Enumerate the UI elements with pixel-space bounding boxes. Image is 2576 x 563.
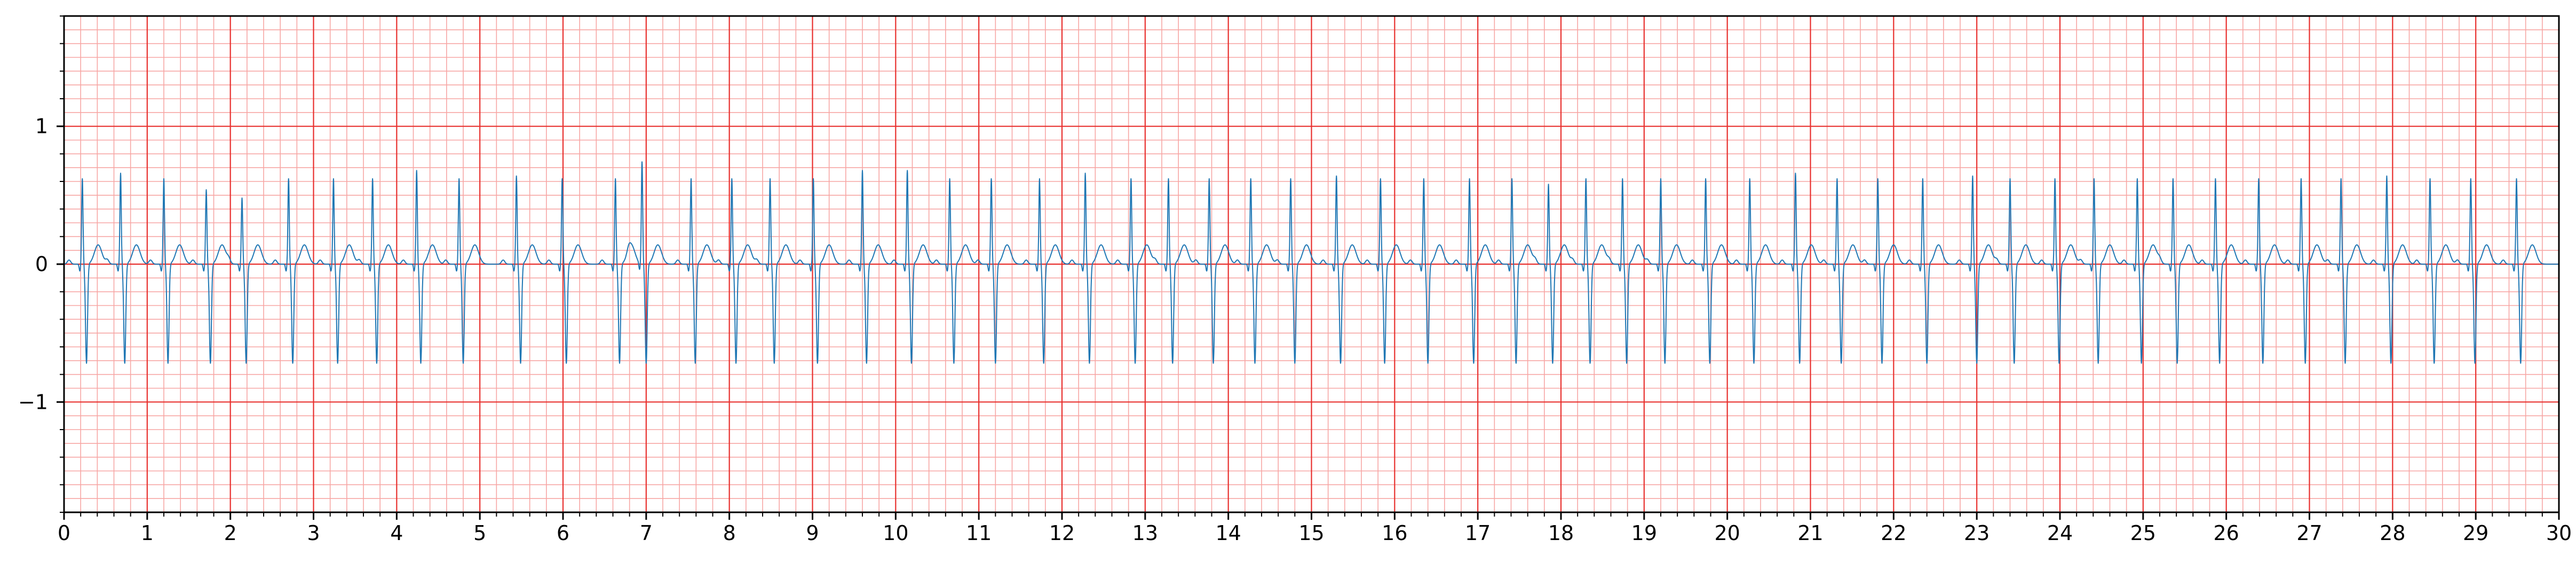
- x-tick-label: 4: [390, 521, 403, 545]
- x-tick-label: 30: [2546, 521, 2572, 545]
- x-tick-label: 6: [557, 521, 569, 545]
- x-tick-label: 24: [2047, 521, 2073, 545]
- x-tick-label: 3: [307, 521, 320, 545]
- x-tick-label: 8: [723, 521, 736, 545]
- x-tick-label: 9: [806, 521, 819, 545]
- x-tick-label: 27: [2296, 521, 2322, 545]
- y-axis-ticks: −1 0 1: [18, 15, 64, 513]
- x-tick-label: 2: [224, 521, 237, 545]
- x-tick-label: 19: [1631, 521, 1657, 545]
- x-tick-label: 23: [1964, 521, 1990, 545]
- x-tick-label: 1: [141, 521, 154, 545]
- x-tick-label: 17: [1465, 521, 1491, 545]
- x-tick-label: 14: [1215, 521, 1241, 545]
- x-tick-label: 20: [1714, 521, 1740, 545]
- x-tick-label: 22: [1881, 521, 1906, 545]
- ecg-trace: [64, 161, 2559, 364]
- y-tick-label: 1: [35, 115, 48, 138]
- x-tick-label: 26: [2213, 521, 2239, 545]
- y-tick-label: −1: [18, 390, 48, 414]
- x-tick-label: 21: [1797, 521, 1823, 545]
- major-grid: [63, 16, 2560, 512]
- x-tick-label: 7: [640, 521, 653, 545]
- ecg-series-line: [64, 161, 2559, 364]
- x-tick-label: 18: [1548, 521, 1574, 545]
- x-tick-label: 16: [1382, 521, 1407, 545]
- y-tick-label: 0: [35, 252, 48, 276]
- x-axis-ticks: 0 1 2 3 4 5 6 7 8 9 10 11 12 13 14 15 16 17 18 19 20 21 22 23 24…: [58, 512, 2572, 545]
- x-tick-label: 0: [58, 521, 70, 545]
- x-tick-label: 28: [2380, 521, 2405, 545]
- x-tick-label: 10: [883, 521, 908, 545]
- x-tick-label: 5: [473, 521, 486, 545]
- x-tick-label: 13: [1132, 521, 1158, 545]
- x-tick-label: 29: [2463, 521, 2488, 545]
- x-tick-label: 15: [1298, 521, 1324, 545]
- x-tick-label: 11: [966, 521, 992, 545]
- x-tick-label: 25: [2130, 521, 2156, 545]
- x-tick-label: 12: [1049, 521, 1075, 545]
